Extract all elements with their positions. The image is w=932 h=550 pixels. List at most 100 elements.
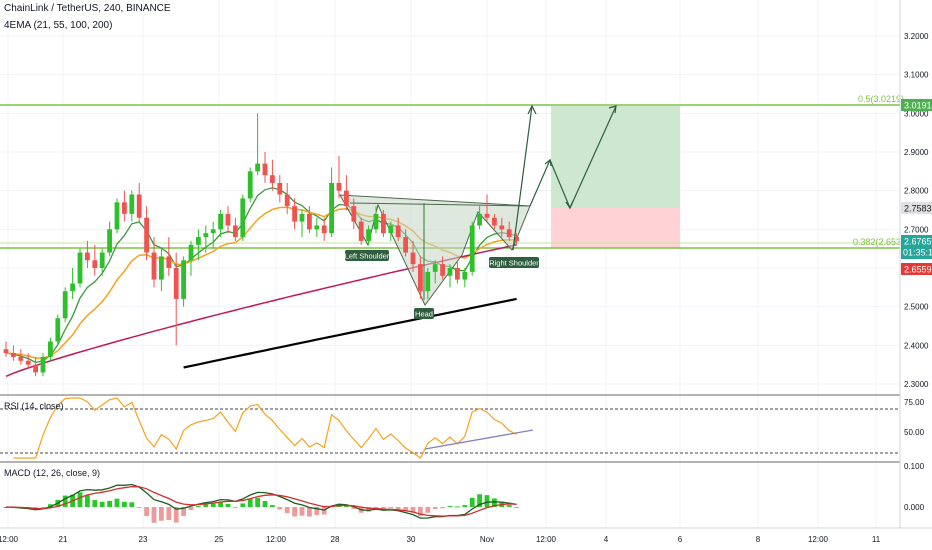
- macd-bar-46: [344, 505, 349, 507]
- candle-body-10: [77, 252, 83, 284]
- time-tick-13: 11: [872, 535, 881, 544]
- macd-bar-37: [277, 507, 283, 510]
- target-badge: 3.0191: [901, 99, 932, 111]
- time-tick-6: 30: [407, 535, 416, 544]
- time-axis[interactable]: 12:00 21 23 25 12:00 28 30 Nov 12:00 4 6 8 12:00 11: [0, 535, 881, 544]
- macd-bar-5: [40, 507, 46, 508]
- macd-bar-58: [432, 507, 438, 509]
- candle-body-4: [33, 364, 38, 373]
- macd-bar-68: [506, 505, 512, 507]
- macd-bar-61: [455, 506, 460, 508]
- candle-body-54: [403, 237, 408, 253]
- macd-bar-63: [469, 497, 475, 507]
- candle-body-25: [188, 244, 194, 261]
- time-tick-3: 25: [215, 535, 224, 544]
- candle-body-52: [388, 225, 394, 234]
- head-shoulders-pattern: [339, 194, 531, 306]
- fib-0.5-label: 0.5(3.0219): [858, 94, 904, 104]
- macd-bar-8: [62, 495, 68, 507]
- candle-body-3: [25, 360, 31, 365]
- candle-body-69: [514, 237, 519, 241]
- candle-body-50: [373, 213, 379, 230]
- candle-body-6: [48, 341, 53, 357]
- candle-body-11: [85, 252, 90, 261]
- candle-body-17: [129, 194, 135, 214]
- candle-body-64: [477, 213, 482, 226]
- macd-bar-65: [484, 495, 490, 507]
- price-tick-1: 3.1000: [904, 71, 929, 80]
- time-tick-5: 28: [331, 535, 340, 544]
- candle-body-57: [425, 271, 431, 292]
- macd-bar-47: [351, 507, 357, 509]
- candle-body-68: [506, 229, 512, 238]
- macd-bar-24: [181, 507, 186, 517]
- time-tick-4: 12:00: [266, 535, 287, 544]
- candle-body-55: [410, 252, 416, 265]
- candle-body-20: [151, 252, 157, 280]
- candle-body-39: [292, 206, 297, 222]
- macd-bar-21: [159, 507, 164, 521]
- rsi-trendline: [424, 429, 534, 450]
- macd-bar-31: [233, 507, 238, 508]
- price-tick-0: 3.2000: [904, 32, 929, 41]
- candle-body-23: [173, 268, 179, 299]
- time-tick-10: 6: [678, 535, 683, 544]
- ema-200-line: [183, 297, 517, 369]
- rsi-tick-0: 75.00: [904, 398, 925, 407]
- candle-body-15: [114, 202, 120, 230]
- rsi-tick-1: 50.00: [904, 428, 925, 437]
- macd-bar-69: [514, 507, 519, 508]
- left-shoulder-tag: Left Shoulder: [345, 250, 390, 261]
- entry-badge: 2.7583: [901, 202, 932, 214]
- macd-bar-49: [366, 507, 371, 512]
- candle-body-19: [144, 217, 149, 253]
- candle-body-30: [225, 213, 231, 226]
- candle-body-27: [203, 233, 209, 238]
- candle-body-9: [70, 283, 75, 292]
- candle-body-41: [307, 213, 312, 230]
- macd-bar-32: [240, 503, 246, 507]
- macd-bar-50: [373, 507, 379, 509]
- macd-bar-25: [188, 507, 194, 510]
- stop-badge: 2.6559: [901, 263, 932, 275]
- candle-body-13: [99, 252, 105, 268]
- price-tick-5: 2.7000: [904, 225, 929, 234]
- fib-0.382-label: 0.382(2.6536): [853, 237, 909, 247]
- candle-body-22: [166, 256, 172, 268]
- candle-body-35: [262, 163, 268, 176]
- grid: [0, 0, 900, 528]
- candle-body-53: [395, 225, 401, 238]
- macd-bar-35: [262, 501, 268, 507]
- price-tick-7: 2.5000: [904, 303, 929, 312]
- macd-axis[interactable]: 0.100 0.000: [904, 462, 925, 512]
- candle-body-12: [92, 260, 98, 268]
- macd-bar-18: [136, 507, 142, 508]
- candle-body-0: [3, 349, 9, 354]
- rsi-axis[interactable]: 75.00 50.00: [904, 398, 925, 437]
- candle-body-51: [381, 213, 386, 234]
- macd-bar-19: [144, 507, 149, 516]
- candle-body-32: [240, 198, 246, 238]
- candle-body-24: [181, 260, 186, 299]
- time-tick-9: 4: [604, 535, 609, 544]
- macd-bar-22: [166, 507, 172, 521]
- macd-tick-1: 0.000: [904, 503, 925, 512]
- candle-body-44: [329, 182, 334, 234]
- time-tick-12: 12:00: [808, 535, 829, 544]
- candle-body-29: [218, 213, 223, 230]
- candle-body-65: [484, 213, 490, 218]
- macd-bar-11: [85, 495, 90, 507]
- candle-body-42: [314, 225, 320, 230]
- macd-bar-57: [425, 507, 431, 513]
- macd-bar-54: [403, 507, 408, 512]
- candle-body-5: [40, 356, 46, 373]
- indicator-label: 4EMA (21, 55, 100, 200): [4, 20, 113, 31]
- candle-body-14: [107, 229, 112, 253]
- candle-body-33: [247, 171, 253, 199]
- candle-body-16: [122, 202, 127, 214]
- rsi-line: [13, 397, 517, 459]
- candle-body-37: [277, 182, 283, 195]
- macd-bar-62: [462, 505, 468, 507]
- candle-body-60: [447, 268, 453, 276]
